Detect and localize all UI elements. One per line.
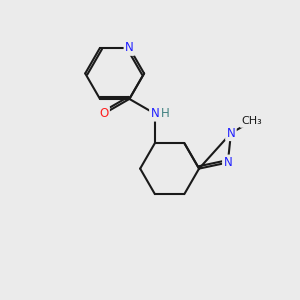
Text: H: H bbox=[161, 107, 170, 120]
Text: N: N bbox=[125, 41, 134, 54]
Text: N: N bbox=[224, 156, 232, 169]
Text: N: N bbox=[226, 127, 235, 140]
Text: N: N bbox=[151, 107, 159, 120]
Text: CH₃: CH₃ bbox=[241, 116, 262, 126]
Text: O: O bbox=[99, 107, 109, 120]
